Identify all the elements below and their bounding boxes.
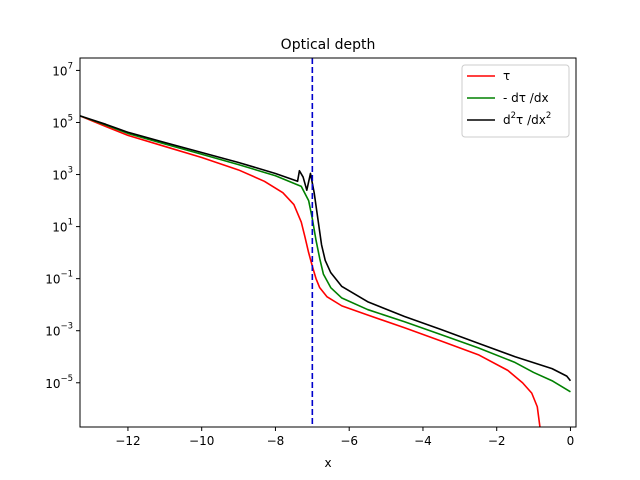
series-line-2 [80,115,572,382]
legend-box [461,64,570,138]
legend-label: - dτ /dx [503,91,549,105]
y-tick-label: 107 [52,61,73,78]
x-axis-label: x [324,456,331,470]
chart-title: Optical depth [281,37,376,53]
y-tick-label: 103 [52,166,73,183]
y-tick-label: 10−3 [45,322,73,339]
plot-frame [79,57,577,428]
x-tick-label: −10 [189,434,214,448]
x-tick-label: −2 [488,434,506,448]
legend-label: d2τ /dx2 [503,111,551,127]
x-tick-label: 0 [567,434,575,448]
y-tick-label: 10−1 [45,270,73,287]
x-axis-ticks: −12 −10 −8 −6 −4 −2 0 [115,427,574,448]
y-tick-label: 101 [52,218,73,235]
x-tick-label: −8 [267,434,285,448]
x-tick-label: −4 [414,434,432,448]
series-line-0 [80,115,541,427]
series-layer [80,115,572,427]
series-line-1 [80,115,571,393]
x-tick-label: −12 [115,434,140,448]
legend-label: τ [503,69,510,83]
y-axis-ticks: 107 105 103 101 10−1 10−3 10−5 [45,61,80,391]
legend: τ - dτ /dx d2τ /dx2 [461,64,570,138]
y-tick-label: 10−5 [45,374,73,391]
x-tick-label: −6 [340,434,358,448]
y-tick-label: 105 [52,113,73,130]
